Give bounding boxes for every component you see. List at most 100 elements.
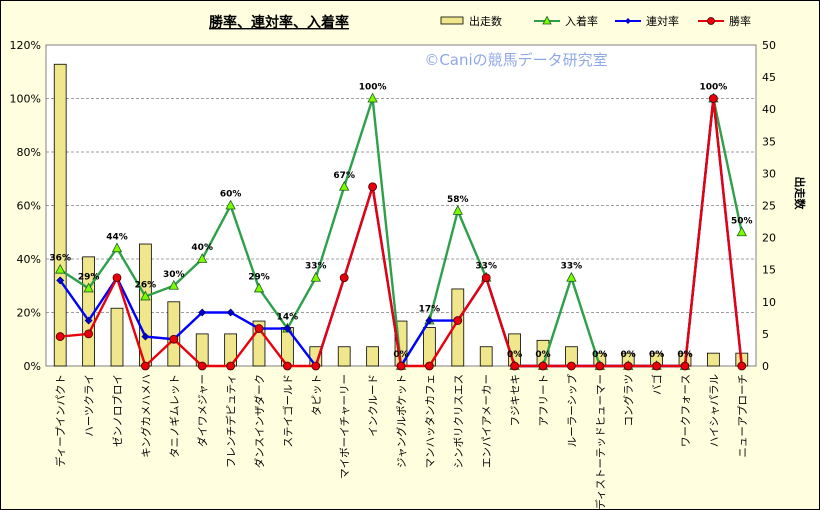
place-rate-point <box>197 253 208 263</box>
place-rate-point <box>55 263 66 274</box>
bar <box>53 63 67 367</box>
legend-marker <box>625 18 631 24</box>
win-rate-point <box>680 361 690 371</box>
win-rate-point <box>652 361 661 371</box>
category-label: ジャングルポケット <box>395 374 408 468</box>
top2-rate-point <box>56 276 65 285</box>
data-label: 0% <box>649 350 664 360</box>
watermark: ©Caniの競馬データ研究室 <box>424 51 607 69</box>
category-label: バゴ <box>651 374 664 395</box>
place-rate-point <box>111 242 123 253</box>
win-rate-point <box>55 332 65 341</box>
data-label: 60% <box>220 190 242 200</box>
category-label: ワークフォース <box>680 374 692 447</box>
y-right-tick-label: 10 <box>762 296 776 309</box>
y-left-tick-label: 60% <box>17 200 41 213</box>
win-rate-point <box>197 361 207 371</box>
data-label: 33% <box>305 262 327 272</box>
y-right-tick-label: 0 <box>762 360 769 373</box>
y-right-axis-title: 出走数 <box>793 177 807 211</box>
y-left-tick-label: 100% <box>10 93 41 106</box>
data-label: 0% <box>507 350 522 360</box>
category-label: マイボーイチャーリー <box>339 374 351 479</box>
place-rate-point <box>452 204 463 215</box>
y-right-tick-label: 35 <box>762 135 776 148</box>
top2-rate-point <box>198 308 207 317</box>
win-rate-point <box>84 329 93 339</box>
win-rate-point <box>368 182 378 192</box>
win-rate-point <box>481 273 491 283</box>
data-label: 14% <box>277 313 299 323</box>
category-label: ハーツクライ <box>84 374 96 437</box>
win-rate-point <box>311 361 321 371</box>
legend-label: 入着率 <box>565 14 598 28</box>
top2-rate-point <box>84 316 93 325</box>
category-label: フレンチデピュティ <box>225 374 238 468</box>
category-label: タピット <box>311 374 323 416</box>
data-label: 58% <box>447 195 469 205</box>
data-label: 29% <box>248 272 270 282</box>
category-label: エンパイアメーカー <box>481 374 493 468</box>
win-rate-point <box>595 361 605 371</box>
bar <box>366 346 379 367</box>
place-rate-point <box>566 271 577 282</box>
win-rate-point <box>282 361 292 371</box>
data-label: 33% <box>561 262 583 272</box>
category-label: ゼンノロブロイ <box>111 374 124 447</box>
win-rate-point <box>339 273 349 283</box>
bar <box>139 243 152 367</box>
win-rate-point <box>623 361 633 371</box>
y-right-tick-label: 15 <box>762 264 776 277</box>
place-rate-point <box>140 290 151 301</box>
place-rate-point <box>736 226 747 237</box>
win-rate-point <box>538 361 548 371</box>
data-label: 17% <box>419 305 441 315</box>
chart-title: 勝率、連対率、入着率 <box>209 14 349 31</box>
bar <box>479 346 493 367</box>
data-label: 100% <box>359 83 387 93</box>
y-right-tick-label: 5 <box>762 328 769 341</box>
y-left-tick-label: 0% <box>24 360 41 373</box>
category-label: シンボリクリスエス <box>453 374 465 469</box>
top2-rate-point <box>425 316 434 325</box>
win-rate-point <box>169 334 179 344</box>
top2-rate-point <box>141 332 150 341</box>
top2-rate-point <box>226 308 235 317</box>
win-rate-point <box>226 361 236 371</box>
y-right-tick-label: 45 <box>762 71 776 84</box>
legend-marker <box>707 17 715 25</box>
y-left-tick-label: 20% <box>17 307 41 320</box>
win-rate-point <box>567 361 576 371</box>
data-label: 29% <box>78 272 100 282</box>
place-rate-point <box>168 279 179 290</box>
category-label: ルーラーシップ <box>566 374 578 448</box>
bar <box>252 320 266 367</box>
data-label: 40% <box>191 243 213 253</box>
bar <box>451 288 465 367</box>
win-rate-point <box>510 361 519 371</box>
y-right-tick-label: 50 <box>762 39 776 52</box>
y-right-tick-label: 40 <box>762 103 776 116</box>
legend-label: 勝率 <box>729 14 751 28</box>
place-rate-point <box>339 180 350 191</box>
category-label: ダイワメジャー <box>196 374 209 447</box>
data-label: 0% <box>535 350 550 360</box>
data-label: 0% <box>677 350 692 360</box>
legend-label: 出走数 <box>469 14 502 28</box>
category-label: ディープインパクト <box>54 374 67 467</box>
data-label: 100% <box>699 83 727 93</box>
data-label: 0% <box>393 350 408 360</box>
category-label: ディストーテッドヒューマー <box>594 374 607 509</box>
data-label: 26% <box>135 280 157 290</box>
win-rate-point <box>254 324 264 333</box>
legend-marker <box>542 15 552 25</box>
y-left-tick-label: 80% <box>17 146 41 159</box>
place-rate-point <box>253 282 265 293</box>
legend-label: 連対率 <box>646 14 679 28</box>
data-label: 67% <box>333 171 355 181</box>
place-rate-point <box>83 282 94 293</box>
data-label: 36% <box>49 254 71 264</box>
win-rate-point <box>112 273 122 283</box>
bar <box>707 352 720 367</box>
